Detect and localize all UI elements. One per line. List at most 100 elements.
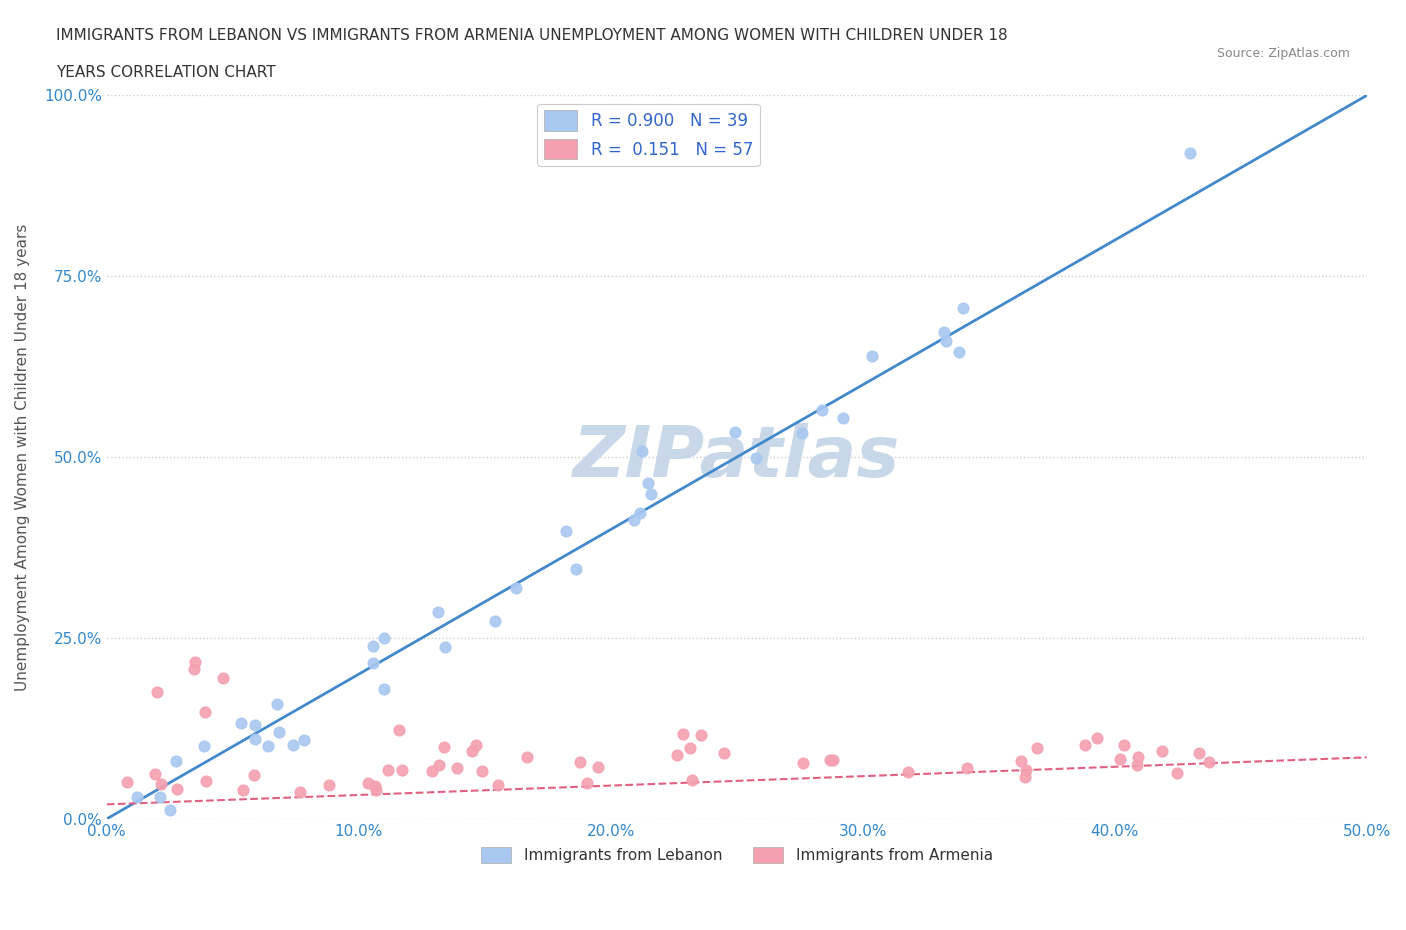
Point — [745, 450, 768, 465]
Point — [256, 738, 278, 753]
Point — [516, 750, 538, 764]
Point — [505, 581, 527, 596]
Point — [681, 773, 703, 788]
Point — [194, 774, 217, 789]
Text: Source: ZipAtlas.com: Source: ZipAtlas.com — [1216, 46, 1350, 60]
Point — [145, 684, 167, 699]
Point — [281, 737, 304, 752]
Legend: Immigrants from Lebanon, Immigrants from Armenia: Immigrants from Lebanon, Immigrants from… — [475, 841, 998, 870]
Point — [588, 760, 610, 775]
Point — [212, 670, 235, 684]
Point — [373, 631, 395, 645]
Point — [433, 640, 456, 655]
Point — [243, 718, 266, 733]
Point — [832, 410, 855, 425]
Point — [267, 724, 290, 739]
Point — [1114, 737, 1136, 752]
Point — [637, 475, 659, 490]
Point — [471, 764, 494, 778]
Point — [183, 661, 205, 676]
Point — [792, 756, 814, 771]
Point — [229, 715, 252, 730]
Point — [631, 444, 654, 458]
Point — [1085, 731, 1108, 746]
Point — [143, 766, 166, 781]
Point — [1109, 751, 1132, 766]
Point — [461, 744, 484, 759]
Point — [948, 345, 970, 360]
Point — [811, 403, 834, 418]
Point — [690, 727, 713, 742]
Point — [486, 777, 509, 792]
Point — [897, 764, 920, 779]
Point — [465, 737, 488, 752]
Point — [193, 738, 215, 753]
Point — [1014, 763, 1036, 777]
Point — [426, 604, 449, 619]
Point — [364, 778, 387, 793]
Point — [862, 348, 884, 363]
Point — [934, 324, 956, 339]
Point — [1166, 766, 1188, 781]
Point — [1126, 750, 1149, 764]
Point — [127, 790, 149, 804]
Point — [391, 763, 413, 777]
Point — [952, 301, 974, 316]
Point — [568, 754, 591, 769]
Point — [388, 722, 411, 737]
Point — [818, 752, 841, 767]
Point — [1025, 740, 1047, 755]
Point — [363, 639, 385, 654]
Point — [433, 740, 456, 755]
Point — [790, 426, 813, 441]
Point — [243, 731, 266, 746]
Point — [935, 333, 957, 348]
Point — [628, 506, 651, 521]
Point — [623, 512, 645, 527]
Point — [377, 762, 399, 777]
Point — [159, 803, 181, 817]
Point — [713, 745, 735, 760]
Point — [361, 656, 384, 671]
Point — [427, 757, 450, 772]
Point — [724, 425, 747, 440]
Point — [555, 524, 578, 538]
Point — [1010, 754, 1032, 769]
Point — [184, 655, 207, 670]
Point — [149, 777, 172, 791]
Point — [318, 777, 340, 792]
Point — [1126, 758, 1149, 773]
Point — [165, 753, 187, 768]
Point — [1014, 770, 1036, 785]
Point — [672, 726, 695, 741]
Point — [266, 697, 288, 711]
Point — [1073, 737, 1095, 752]
Point — [149, 790, 172, 804]
Text: IMMIGRANTS FROM LEBANON VS IMMIGRANTS FROM ARMENIA UNEMPLOYMENT AMONG WOMEN WITH: IMMIGRANTS FROM LEBANON VS IMMIGRANTS FR… — [56, 28, 1008, 43]
Point — [194, 705, 217, 720]
Point — [666, 748, 689, 763]
Point — [446, 761, 468, 776]
Point — [357, 776, 380, 790]
Point — [576, 776, 599, 790]
Text: YEARS CORRELATION CHART: YEARS CORRELATION CHART — [56, 65, 276, 80]
Point — [1188, 746, 1211, 761]
Point — [242, 768, 264, 783]
Text: ZIPatlas: ZIPatlas — [574, 422, 900, 492]
Y-axis label: Unemployment Among Women with Children Under 18 years: Unemployment Among Women with Children U… — [15, 223, 30, 691]
Point — [232, 782, 254, 797]
Point — [484, 613, 506, 628]
Point — [823, 753, 845, 768]
Point — [292, 733, 315, 748]
Point — [420, 764, 443, 778]
Point — [1180, 146, 1202, 161]
Point — [679, 741, 702, 756]
Point — [956, 761, 979, 776]
Point — [564, 562, 586, 577]
Point — [288, 785, 311, 800]
Point — [115, 775, 138, 790]
Point — [1150, 744, 1173, 759]
Point — [1198, 755, 1220, 770]
Point — [166, 781, 188, 796]
Point — [373, 682, 395, 697]
